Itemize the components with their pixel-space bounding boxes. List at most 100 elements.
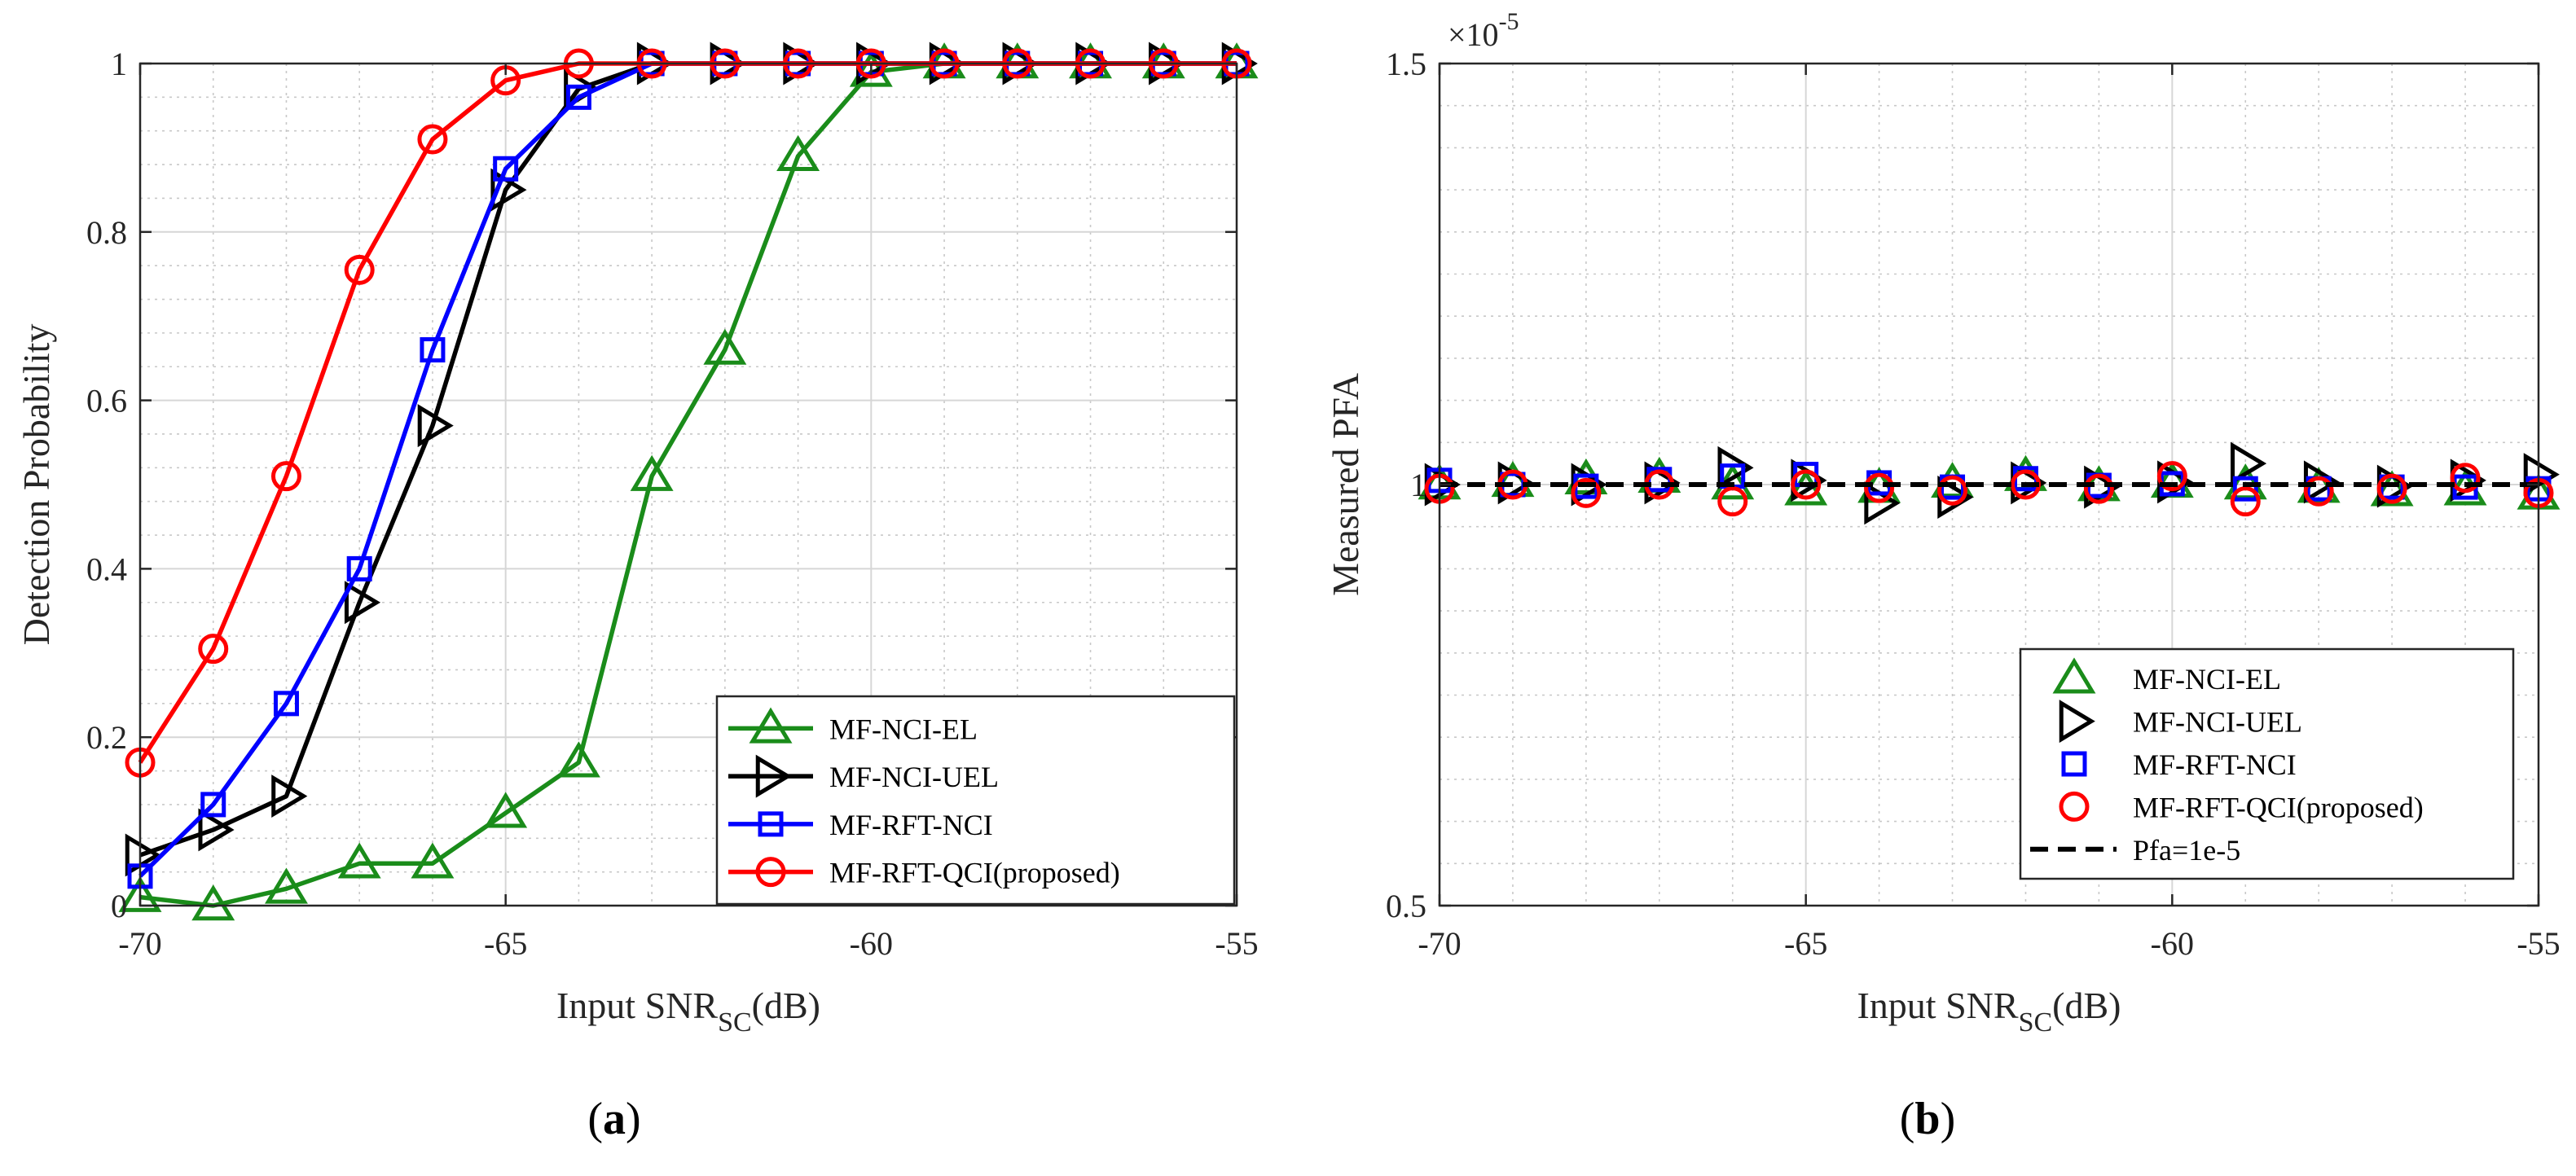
x-axis-label-unit: (dB) — [752, 985, 820, 1026]
y-axis-label: Detection Probability — [15, 324, 57, 646]
x-axis-label-main: Input SNR — [1857, 985, 2018, 1026]
y-tick-label: 1 — [111, 46, 127, 82]
data-point — [1791, 469, 1822, 500]
x-axis-label-unit: (dB) — [2052, 985, 2121, 1026]
legend-marker — [2061, 751, 2087, 777]
data-point — [346, 555, 372, 581]
data-point — [556, 741, 600, 778]
data-point — [271, 774, 308, 818]
panel-label-b-close: ) — [1941, 1094, 1956, 1144]
data-point — [1571, 477, 1602, 508]
x-tick-label: -55 — [2517, 925, 2560, 962]
y-tick-label: 0 — [111, 888, 127, 924]
legend-marker — [755, 754, 792, 798]
panel-label-b: (b) — [1900, 1094, 1955, 1144]
data-point — [200, 792, 226, 818]
data-point — [2156, 461, 2187, 492]
y-tick-label: 1 — [1410, 467, 1426, 503]
y-tick-label: 0.2 — [86, 719, 127, 756]
x-tick-label: -60 — [850, 925, 893, 962]
legend-item: MF-NCI-EL — [728, 707, 978, 745]
data-point — [265, 867, 308, 904]
panel-label-a-open: ( — [587, 1094, 603, 1144]
x-tick-label: -55 — [1215, 925, 1258, 962]
y-exponent-label: ×10-5 — [1448, 8, 1519, 53]
legend-label: MF-RFT-QCI(proposed) — [829, 857, 1120, 889]
legend-item: MF-RFT-QCI(proposed) — [728, 857, 1120, 889]
y-exponent-base: ×10 — [1448, 16, 1499, 53]
data-point — [565, 84, 591, 110]
legend-marker — [2059, 700, 2095, 744]
data-point — [270, 461, 301, 492]
legend-marker — [2059, 791, 2090, 822]
data-point — [417, 124, 448, 155]
legend-marker — [749, 707, 793, 744]
panel-label-b-letter: b — [1914, 1094, 1940, 1144]
data-point — [344, 254, 375, 285]
x-tick-label: -65 — [1784, 925, 1827, 962]
chart-b: -70 -65 -60 -55 0.5 1 1.5 Input SNRSC(dB) Measur… — [1325, 8, 2561, 1038]
x-axis-label: Input SNRSC(dB) — [556, 985, 820, 1038]
panel-label-a-close: ) — [626, 1094, 641, 1144]
x-axis-label: Input SNRSC(dB) — [1857, 985, 2121, 1038]
x-tick-label: -70 — [118, 925, 161, 962]
data-point — [198, 808, 235, 852]
data-point — [2230, 486, 2261, 517]
data-point — [2523, 453, 2560, 497]
x-axis-label-main: Input SNR — [556, 985, 718, 1026]
data-point — [411, 842, 455, 879]
data-point — [703, 328, 747, 365]
x-tick-label: -70 — [1418, 925, 1461, 962]
y-tick-label: 0.6 — [86, 383, 127, 419]
data-point — [1864, 472, 1895, 503]
data-point — [2450, 463, 2481, 494]
data-point — [1717, 445, 1754, 489]
x-axis-label-subscript: SC — [718, 1007, 752, 1038]
legend-label: Pfa=1e-5 — [2133, 834, 2240, 867]
axes-frame — [138, 62, 1238, 907]
legend-item: MF-RFT-NCI — [2061, 748, 2297, 781]
x-tick-label: -65 — [484, 925, 527, 962]
data-point — [493, 156, 519, 182]
data-point — [484, 792, 528, 828]
y-tick-label: 0.5 — [1386, 888, 1426, 924]
legend: MF-NCI-EL MF-NCI-UEL MF-RFT-NCI MF-RFT-QCI(… — [715, 695, 1236, 906]
legend-label: MF-NCI-EL — [829, 713, 978, 745]
legend-label: MF-NCI-EL — [2133, 663, 2281, 696]
legend-item: MF-RFT-NCI — [728, 809, 993, 841]
y-axis-label: Measured PFA — [1325, 373, 1366, 596]
chart-a: -70 -65 -60 -55 0 0.2 0.4 0.6 0.8 1 Input SNRSC(dB… — [15, 42, 1259, 1038]
data-point — [2083, 473, 2114, 504]
legend-item: MF-RFT-QCI(proposed) — [2059, 791, 2424, 823]
panel-label-a-letter: a — [603, 1094, 626, 1144]
legend-item: Pfa=1e-5 — [2030, 834, 2240, 867]
panel-label-a: (a) — [587, 1094, 640, 1144]
legend: MF-NCI-EL MF-NCI-UEL MF-RFT-NCI MF-RFT-QCI(… — [2019, 647, 2515, 880]
y-tick-label: 1.5 — [1386, 46, 1426, 82]
data-point — [1937, 475, 1968, 506]
x-axis-label-subscript: SC — [2019, 1007, 2053, 1038]
legend-marker — [755, 857, 786, 888]
panel-label-b-open: ( — [1900, 1094, 1915, 1144]
data-point — [337, 842, 381, 879]
data-point — [776, 134, 820, 171]
legend-item: MF-NCI-EL — [2052, 657, 2281, 696]
data-point — [630, 454, 674, 491]
y-tick-label: 0.8 — [86, 214, 127, 251]
data-point — [273, 691, 299, 717]
legend-label: MF-RFT-NCI — [2133, 748, 2297, 781]
legend-item: MF-NCI-UEL — [2059, 700, 2302, 744]
data-point — [344, 581, 381, 625]
legend-box — [2019, 647, 2515, 880]
legend-marker — [758, 811, 784, 837]
legend-label: MF-NCI-UEL — [829, 761, 999, 793]
legend-label: MF-NCI-UEL — [2133, 706, 2302, 739]
y-exponent-power: -5 — [1499, 8, 1519, 35]
legend-item: MF-NCI-UEL — [728, 754, 999, 798]
data-point — [420, 337, 446, 363]
legend-label: MF-RFT-NCI — [829, 809, 993, 841]
data-point — [191, 884, 235, 921]
data-point — [1717, 486, 1748, 517]
data-point — [198, 634, 229, 665]
